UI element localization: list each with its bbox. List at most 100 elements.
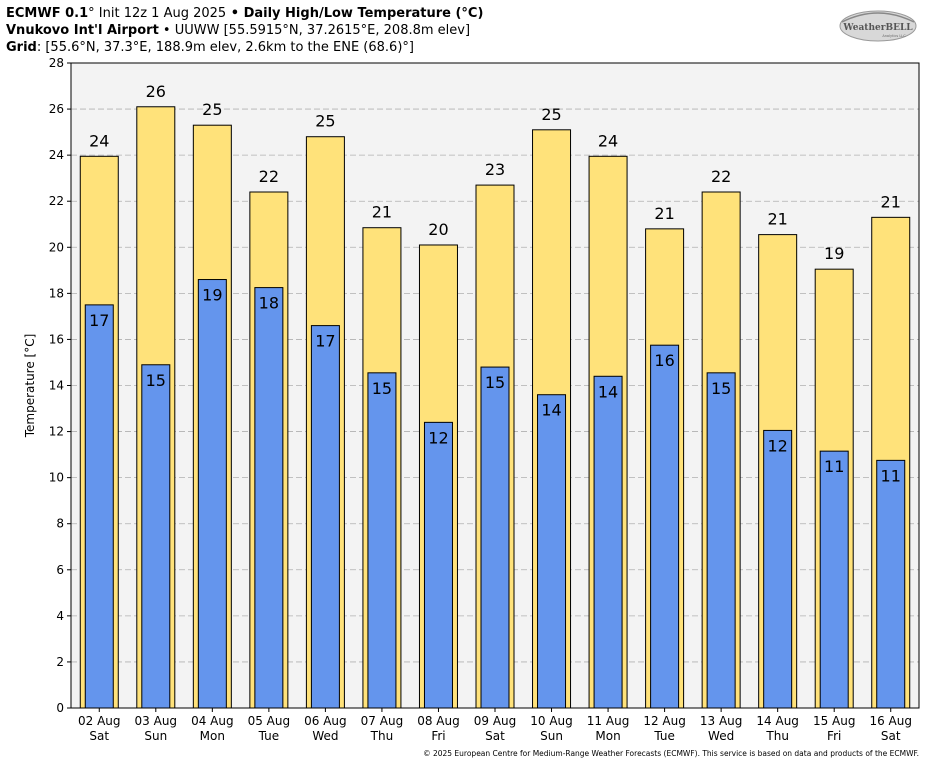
x-tick-label: 03 Aug	[135, 714, 178, 728]
data-labels: 24 17 26 15 25 19 22 18 25 17 21 15 20 12 23 15 25 14 24 14…	[89, 82, 901, 486]
low-bar	[876, 459, 906, 709]
grid-label: Grid	[6, 40, 37, 55]
high-label: 20	[428, 220, 448, 239]
low-bar	[593, 375, 623, 709]
high-label: 26	[146, 82, 166, 101]
low-label: 12	[767, 436, 787, 455]
svg-text:Analytics LLC: Analytics LLC	[882, 34, 906, 38]
low-label: 15	[372, 379, 392, 398]
low-label: 11	[824, 457, 844, 476]
y-tick-label: 24	[49, 148, 64, 162]
low-label: 19	[202, 286, 222, 305]
high-label: 21	[881, 192, 901, 211]
x-weekday-label: Thu	[765, 729, 789, 743]
x-weekday-label: Sat	[485, 729, 505, 743]
bars	[79, 106, 911, 709]
x-tick-label: 09 Aug	[474, 714, 517, 728]
x-weekday-label: Wed	[312, 729, 338, 743]
low-bar	[84, 304, 114, 709]
x-tick-label: 08 Aug	[417, 714, 460, 728]
low-bar	[763, 429, 793, 709]
low-bar	[423, 421, 453, 709]
low-bar	[650, 344, 680, 709]
chart-header: ECMWF 0.1° Init 12z 1 Aug 2025 • Daily H…	[6, 5, 483, 56]
low-bar	[819, 450, 849, 709]
copyright-footer: © 2025 European Centre for Medium-Range …	[423, 749, 919, 758]
high-label: 23	[485, 160, 505, 179]
x-tick-label: 15 Aug	[813, 714, 856, 728]
header-separator: •	[226, 6, 244, 21]
y-tick-label: 6	[56, 563, 64, 577]
grid-info: : [55.6°N, 37.3°E, 188.9m elev, 2.6km to…	[36, 40, 414, 55]
low-label: 14	[541, 401, 561, 420]
high-label: 25	[202, 100, 222, 119]
x-weekday-label: Mon	[595, 729, 620, 743]
low-bar	[310, 325, 340, 709]
low-label: 15	[711, 379, 731, 398]
svg-text:WeatherBELL: WeatherBELL	[842, 23, 913, 33]
y-tick-label: 14	[49, 379, 64, 393]
x-weekday-label: Sat	[881, 729, 901, 743]
low-label: 15	[146, 371, 166, 390]
model-name: ECMWF 0.1	[6, 6, 89, 21]
x-weekday-label: Sun	[540, 729, 563, 743]
high-label: 22	[259, 167, 279, 186]
y-axis-label: Temperature [°C]	[23, 334, 37, 439]
x-weekday-label: Wed	[708, 729, 734, 743]
high-label: 19	[824, 244, 844, 263]
y-tick-label: 26	[49, 102, 64, 116]
low-label: 14	[598, 382, 618, 401]
x-tick-label: 16 Aug	[869, 714, 912, 728]
x-weekday-label: Mon	[200, 729, 225, 743]
x-weekday-label: Sun	[144, 729, 167, 743]
low-bar	[254, 287, 284, 709]
x-tick-label: 02 Aug	[78, 714, 121, 728]
x-tick-label: 13 Aug	[700, 714, 743, 728]
x-tick-label: 11 Aug	[587, 714, 630, 728]
y-tick-label: 22	[49, 194, 64, 208]
x-weekday-label: Sat	[89, 729, 109, 743]
y-tick-label: 20	[49, 240, 64, 254]
low-label: 15	[485, 373, 505, 392]
weatherbell-logo: WeatherBELL Analytics LLC	[839, 10, 917, 42]
x-weekday-label: Thu	[370, 729, 394, 743]
x-tick-label: 04 Aug	[191, 714, 234, 728]
header-line-2: Vnukovo Int'l Airport • UUWW [55.5915°N,…	[6, 22, 483, 39]
high-label: 22	[711, 167, 731, 186]
low-label: 11	[881, 466, 901, 485]
high-label: 21	[767, 210, 787, 229]
init-time: ° Init 12z 1 Aug 2025	[88, 6, 227, 21]
y-tick-label: 28	[49, 56, 64, 70]
high-label: 25	[541, 105, 561, 124]
plot-frame	[70, 62, 920, 709]
low-bar	[706, 372, 736, 709]
x-tick-label: 06 Aug	[304, 714, 347, 728]
header-separator: •	[158, 23, 175, 38]
low-bar	[367, 372, 397, 709]
low-label: 18	[259, 294, 279, 313]
high-label: 21	[372, 203, 392, 222]
x-weekday-label: Tue	[653, 729, 675, 743]
low-label: 16	[654, 351, 674, 370]
x-tick-label: 12 Aug	[643, 714, 686, 728]
low-label: 17	[89, 311, 109, 330]
low-label: 17	[315, 332, 335, 351]
high-label: 25	[315, 112, 335, 131]
x-tick-label: 14 Aug	[756, 714, 799, 728]
y-tick-label: 0	[56, 701, 64, 715]
low-bar	[537, 394, 567, 709]
x-tick-label: 05 Aug	[248, 714, 291, 728]
low-bar	[141, 364, 171, 709]
x-weekday-label: Fri	[827, 729, 841, 743]
product-title: Daily High/Low Temperature (°C)	[243, 6, 484, 21]
header-line-3: Grid: [55.6°N, 37.3°E, 188.9m elev, 2.6k…	[6, 39, 483, 56]
header-line-1: ECMWF 0.1° Init 12z 1 Aug 2025 • Daily H…	[6, 5, 483, 22]
y-tick-label: 4	[56, 609, 64, 623]
high-label: 21	[654, 204, 674, 223]
y-tick-label: 16	[49, 332, 64, 346]
x-weekday-label: Tue	[258, 729, 280, 743]
x-tick-label: 07 Aug	[361, 714, 404, 728]
low-bar	[480, 366, 510, 709]
y-tick-label: 18	[49, 286, 64, 300]
